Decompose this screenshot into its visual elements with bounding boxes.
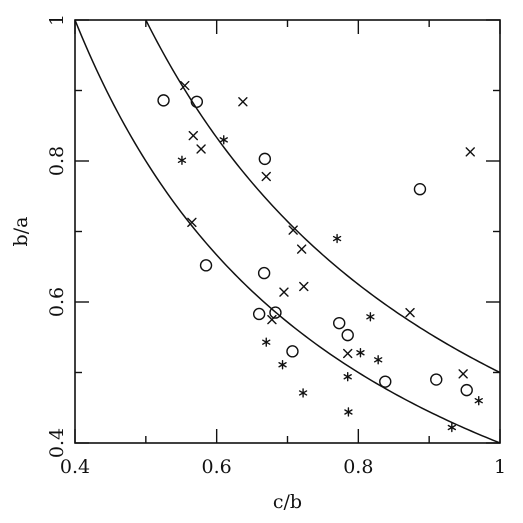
cross-point: [279, 287, 289, 297]
cross-point: [267, 314, 277, 325]
cross-point: [343, 348, 353, 359]
asterisk-point: [366, 312, 375, 322]
circle-point: [286, 345, 299, 358]
x-tick-label: 1: [494, 456, 506, 478]
circle-point: [199, 259, 213, 272]
asterisk-point: [343, 372, 352, 382]
cross-point: [299, 281, 309, 292]
cross-point: [296, 244, 307, 254]
asterisk-point: [332, 233, 342, 244]
ticks-layer: 0.4 0.6 0.8 1 0.4 0.6 0.8 1: [46, 14, 506, 478]
circle-point: [258, 152, 272, 166]
y-axis-label: b/a: [10, 217, 32, 247]
circle-point: [341, 328, 354, 342]
cross-point: [465, 147, 475, 157]
x-tick-label: 0.4: [60, 456, 90, 478]
envelope-curve-2: [145, 19, 501, 374]
x-tick-label: 0.8: [343, 456, 373, 478]
asterisk-point: [356, 348, 365, 358]
circle-point: [269, 306, 282, 319]
cross-point: [261, 171, 271, 182]
circle-point: [157, 94, 170, 107]
cross-point: [458, 369, 468, 379]
cross-point: [405, 307, 415, 318]
circle-point: [190, 95, 204, 108]
cross-point: [238, 97, 248, 107]
plot-frame: [74, 19, 501, 444]
asterisk-point: [298, 388, 308, 398]
circle-point: [379, 375, 392, 388]
asterisk-point: [278, 360, 287, 370]
circle-point: [252, 307, 266, 321]
points-layer: [157, 80, 483, 433]
asterisk-point: [373, 355, 383, 365]
axes-layer: [74, 19, 501, 444]
asterisk-point: [219, 135, 228, 145]
x-axis-label: c/b: [273, 491, 302, 513]
y-tick-label: 0.4: [46, 428, 68, 458]
cross-point: [188, 130, 198, 141]
asterisk-point: [344, 407, 353, 417]
asterisk-point: [474, 396, 483, 406]
asterisk-point: [447, 422, 457, 433]
circle-point: [413, 182, 427, 196]
circle-point: [257, 266, 271, 280]
cross-point: [187, 217, 197, 228]
circle-point: [460, 383, 473, 397]
cross-point: [288, 225, 298, 235]
curves-layer: [74, 19, 501, 444]
asterisk-point: [262, 337, 271, 347]
y-tick-label: 0.8: [46, 146, 68, 176]
x-tick-label: 0.6: [202, 456, 232, 478]
cross-point: [196, 144, 206, 154]
envelope-curve-1: [74, 19, 501, 444]
asterisk-point: [177, 155, 187, 165]
y-tick-label: 0.6: [46, 287, 68, 317]
circle-point: [333, 316, 346, 330]
circle-point: [430, 373, 443, 386]
y-tick-label: 1: [46, 14, 68, 26]
cross-point: [180, 80, 190, 91]
